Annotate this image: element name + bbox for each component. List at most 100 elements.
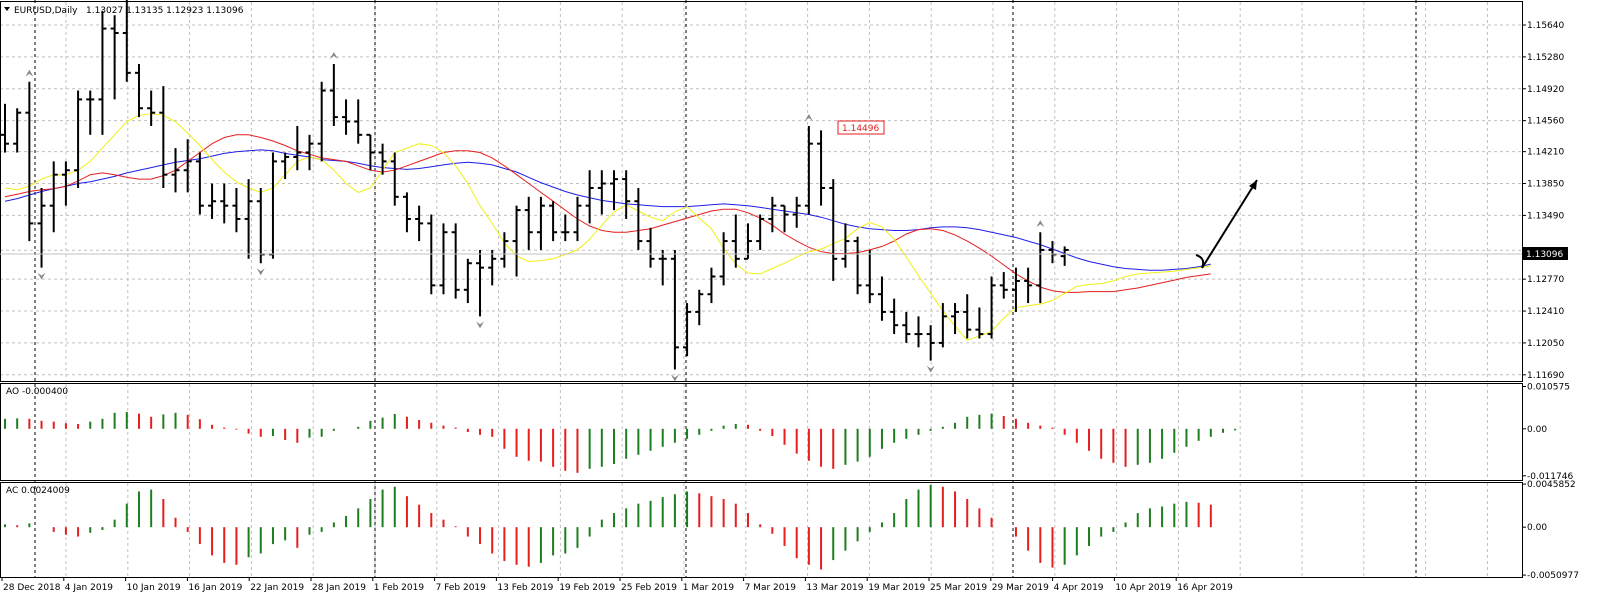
ohlc-bar[interactable]	[317, 81, 326, 162]
ohlc-bar[interactable]	[500, 232, 509, 268]
ohlc-bar[interactable]	[585, 170, 594, 224]
ohlc-bar[interactable]	[13, 108, 22, 153]
price-bars[interactable]	[1, 0, 1069, 370]
ohlc-bar[interactable]	[695, 289, 704, 326]
ohlc-bar[interactable]	[268, 152, 277, 259]
ohlc-bar[interactable]	[926, 325, 935, 361]
ohlc-bar[interactable]	[86, 90, 95, 135]
ohlc-bar[interactable]	[293, 125, 302, 171]
ohlc-bar[interactable]	[439, 223, 448, 295]
date-label: 13 Mar 2019	[806, 583, 863, 593]
ohlc-bar[interactable]	[402, 192, 411, 233]
ao-scale-label: 0.010575	[1527, 383, 1570, 393]
ohlc-bar[interactable]	[707, 267, 716, 304]
ohlc-bar[interactable]	[938, 303, 947, 348]
ohlc-bar[interactable]	[451, 223, 460, 299]
ohlc-bar[interactable]	[658, 249, 667, 286]
ohlc-bar[interactable]	[951, 303, 960, 335]
ao-histogram[interactable]	[4, 412, 1237, 473]
ohlc-bar[interactable]	[281, 152, 290, 180]
ohlc-bar[interactable]	[610, 170, 618, 211]
ohlc-bar[interactable]	[134, 63, 143, 118]
ohlc-bar[interactable]	[512, 205, 521, 277]
ohlc-bar[interactable]	[171, 148, 180, 193]
ohlc-bar[interactable]	[622, 170, 631, 219]
ohlc-bar[interactable]	[378, 143, 387, 175]
ohlc-bar[interactable]	[1, 103, 9, 153]
ohlc-bar[interactable]	[646, 227, 655, 268]
ohlc-bar[interactable]	[877, 276, 886, 321]
ohlc-bar[interactable]	[999, 272, 1008, 299]
ohlc-bar[interactable]	[804, 125, 813, 215]
date-label: 22 Jan 2019	[250, 583, 304, 593]
ohlc-bar[interactable]	[683, 303, 692, 357]
ohlc-bar[interactable]	[98, 10, 107, 135]
ohlc-bar[interactable]	[366, 133, 375, 171]
ohlc-bar[interactable]	[244, 179, 253, 259]
ohlc-bar[interactable]	[634, 187, 643, 250]
ohlc-bar[interactable]	[756, 214, 765, 250]
ohlc-bar[interactable]	[305, 134, 314, 171]
ohlc-bar[interactable]	[902, 311, 911, 343]
ohlc-bar[interactable]	[719, 232, 728, 286]
date-label: 1 Feb 2019	[374, 583, 425, 593]
ohlc-bar[interactable]	[524, 196, 533, 250]
ohlc-bar[interactable]	[853, 236, 862, 295]
ohlc-bar[interactable]	[256, 187, 265, 264]
ohlc-bar[interactable]	[37, 187, 46, 268]
ohlc-bar[interactable]	[415, 205, 424, 242]
ohlc-bar[interactable]	[1011, 267, 1020, 312]
fractal-markers	[25, 51, 1045, 382]
ohlc-bar[interactable]	[975, 307, 984, 339]
ohlc-bar[interactable]	[25, 81, 34, 242]
ohlc-bar[interactable]	[159, 86, 168, 188]
ohlc-bar[interactable]	[183, 139, 192, 193]
ohlc-bar[interactable]	[110, 15, 119, 100]
ohlc-bar[interactable]	[342, 99, 351, 135]
forecast-arrow[interactable]	[1195, 179, 1258, 269]
ohlc-bar[interactable]	[865, 249, 874, 304]
ohlc-bar[interactable]	[1036, 232, 1045, 304]
ohlc-bar[interactable]	[232, 187, 241, 233]
price-scale-label: 1.12410	[1527, 307, 1564, 317]
ac-histogram[interactable]	[4, 484, 1212, 570]
ohlc-bar[interactable]	[476, 249, 485, 317]
ohlc-bar[interactable]	[841, 223, 850, 268]
ohlc-bar[interactable]	[147, 90, 156, 126]
ohlc-bar[interactable]	[817, 130, 826, 206]
ohlc-bar[interactable]	[963, 294, 972, 339]
ohlc-bar[interactable]	[914, 316, 923, 348]
ohlc-bar[interactable]	[780, 204, 789, 233]
ohlc-bar[interactable]	[61, 161, 70, 206]
price-scale-label: 1.12050	[1527, 339, 1564, 349]
ohlc-bar[interactable]	[743, 223, 752, 260]
ohlc-bar[interactable]	[488, 249, 497, 286]
ac-scale-label: -0.0050977	[1527, 571, 1579, 581]
ohlc-bar[interactable]	[890, 298, 899, 335]
ohlc-bar[interactable]	[987, 276, 996, 339]
ohlc-bar[interactable]	[573, 196, 582, 242]
date-label: 7 Feb 2019	[436, 583, 487, 593]
ohlc-bar[interactable]	[329, 63, 338, 126]
ohlc-bar[interactable]	[549, 201, 558, 242]
ohlc-bar[interactable]	[195, 152, 204, 215]
ohlc-bar[interactable]	[208, 183, 217, 219]
ohlc-bar[interactable]	[731, 214, 740, 268]
ohlc-bar[interactable]	[829, 179, 838, 281]
ohlc-bar[interactable]	[122, 0, 131, 82]
ohlc-bar[interactable]	[1024, 267, 1033, 304]
ohlc-bar[interactable]	[49, 161, 58, 233]
chevron-down-icon[interactable]	[4, 7, 10, 11]
ohlc-bar[interactable]	[74, 90, 83, 188]
ohlc-bar[interactable]	[561, 214, 570, 242]
ohlc-bar[interactable]	[792, 196, 801, 228]
ohlc-bar[interactable]	[768, 196, 777, 233]
ohlc-bar[interactable]	[354, 99, 363, 144]
ohlc-bar[interactable]	[390, 152, 399, 206]
ohlc-bar[interactable]	[463, 258, 472, 304]
ohlc-bar[interactable]	[220, 183, 229, 224]
ohlc-bar[interactable]	[1060, 246, 1069, 266]
ohlc-bar[interactable]	[536, 196, 545, 250]
ohlc-bar[interactable]	[670, 249, 679, 370]
ohlc-bar[interactable]	[597, 170, 606, 215]
